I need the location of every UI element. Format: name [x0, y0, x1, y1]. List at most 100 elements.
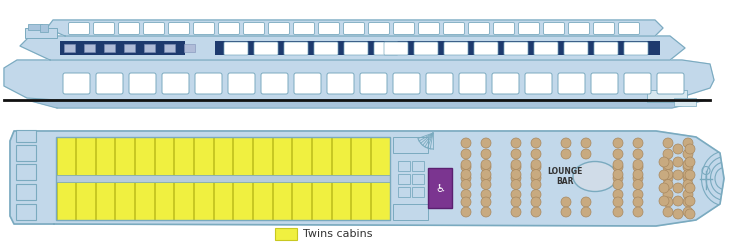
Circle shape [683, 189, 693, 199]
FancyBboxPatch shape [593, 23, 615, 34]
Bar [398, 174, 410, 184]
Circle shape [481, 180, 491, 189]
Circle shape [531, 159, 541, 169]
FancyBboxPatch shape [314, 42, 338, 55]
Circle shape [683, 207, 693, 217]
FancyBboxPatch shape [369, 23, 390, 34]
Bar [56, 175, 390, 182]
Bar [155, 137, 174, 175]
FancyBboxPatch shape [93, 23, 115, 34]
Circle shape [673, 144, 683, 154]
Bar [56, 182, 75, 219]
Bar [115, 182, 134, 219]
Bar [234, 137, 252, 175]
Circle shape [561, 197, 571, 207]
FancyBboxPatch shape [493, 23, 515, 34]
Bar [393, 137, 428, 153]
FancyBboxPatch shape [657, 73, 684, 94]
Ellipse shape [573, 161, 617, 191]
FancyBboxPatch shape [564, 42, 588, 55]
Circle shape [511, 159, 521, 169]
Circle shape [633, 169, 643, 180]
Circle shape [461, 173, 471, 183]
Bar [292, 137, 311, 175]
Bar [155, 182, 174, 219]
Circle shape [531, 197, 541, 207]
Bar [64, 44, 75, 52]
Circle shape [683, 197, 693, 207]
Bar [398, 160, 410, 171]
Circle shape [633, 159, 643, 169]
Bar [412, 174, 424, 184]
FancyBboxPatch shape [591, 73, 618, 94]
FancyBboxPatch shape [393, 23, 415, 34]
Circle shape [683, 173, 693, 183]
FancyBboxPatch shape [118, 23, 139, 34]
Circle shape [659, 157, 669, 167]
Bar [214, 182, 232, 219]
FancyBboxPatch shape [459, 73, 486, 94]
Circle shape [663, 138, 673, 148]
Circle shape [511, 138, 521, 148]
Polygon shape [4, 60, 714, 100]
Circle shape [685, 183, 695, 193]
FancyBboxPatch shape [224, 42, 248, 55]
Circle shape [633, 149, 643, 159]
Circle shape [613, 169, 623, 180]
Circle shape [511, 149, 521, 159]
Bar [674, 98, 696, 106]
Circle shape [683, 159, 693, 169]
FancyBboxPatch shape [444, 23, 464, 34]
Bar [292, 182, 311, 219]
Circle shape [663, 197, 673, 207]
Circle shape [633, 173, 643, 183]
Bar [16, 164, 36, 180]
Bar [234, 182, 252, 219]
FancyBboxPatch shape [69, 23, 90, 34]
Circle shape [659, 183, 669, 193]
Circle shape [581, 149, 591, 159]
Bar [60, 41, 185, 55]
Circle shape [613, 159, 623, 169]
Circle shape [613, 173, 623, 183]
FancyBboxPatch shape [544, 23, 564, 34]
Circle shape [581, 197, 591, 207]
Circle shape [481, 169, 491, 180]
Circle shape [613, 180, 623, 189]
Bar [275, 228, 297, 240]
FancyBboxPatch shape [492, 73, 519, 94]
Bar [194, 182, 212, 219]
Circle shape [531, 149, 541, 159]
Circle shape [461, 169, 471, 180]
Circle shape [663, 189, 673, 199]
Polygon shape [20, 36, 685, 60]
Circle shape [685, 196, 695, 206]
Circle shape [613, 149, 623, 159]
Polygon shape [47, 20, 663, 36]
Circle shape [511, 207, 521, 217]
FancyBboxPatch shape [569, 23, 590, 34]
Bar [76, 182, 95, 219]
Circle shape [683, 162, 693, 172]
Circle shape [461, 138, 471, 148]
Bar [253, 182, 272, 219]
FancyBboxPatch shape [195, 73, 222, 94]
Bar [215, 41, 405, 55]
Circle shape [531, 173, 541, 183]
Circle shape [659, 170, 669, 180]
FancyBboxPatch shape [96, 73, 123, 94]
FancyBboxPatch shape [162, 73, 189, 94]
FancyBboxPatch shape [414, 42, 438, 55]
FancyBboxPatch shape [218, 23, 239, 34]
Circle shape [613, 162, 623, 172]
Bar [351, 137, 370, 175]
FancyBboxPatch shape [318, 23, 339, 34]
Circle shape [663, 173, 673, 183]
FancyBboxPatch shape [327, 73, 354, 94]
FancyBboxPatch shape [384, 42, 408, 55]
Bar [331, 182, 350, 219]
Circle shape [481, 197, 491, 207]
Circle shape [531, 169, 541, 180]
Bar [104, 44, 115, 52]
FancyBboxPatch shape [469, 23, 490, 34]
